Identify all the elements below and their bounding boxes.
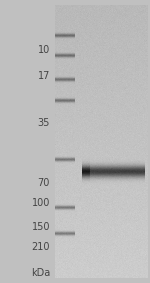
Text: 70: 70 (38, 177, 50, 188)
Text: 100: 100 (32, 198, 50, 208)
Text: kDa: kDa (31, 267, 50, 278)
Text: 17: 17 (38, 70, 50, 81)
Text: 35: 35 (38, 118, 50, 128)
Text: 150: 150 (32, 222, 50, 232)
Text: 10: 10 (38, 44, 50, 55)
Text: 210: 210 (32, 242, 50, 252)
